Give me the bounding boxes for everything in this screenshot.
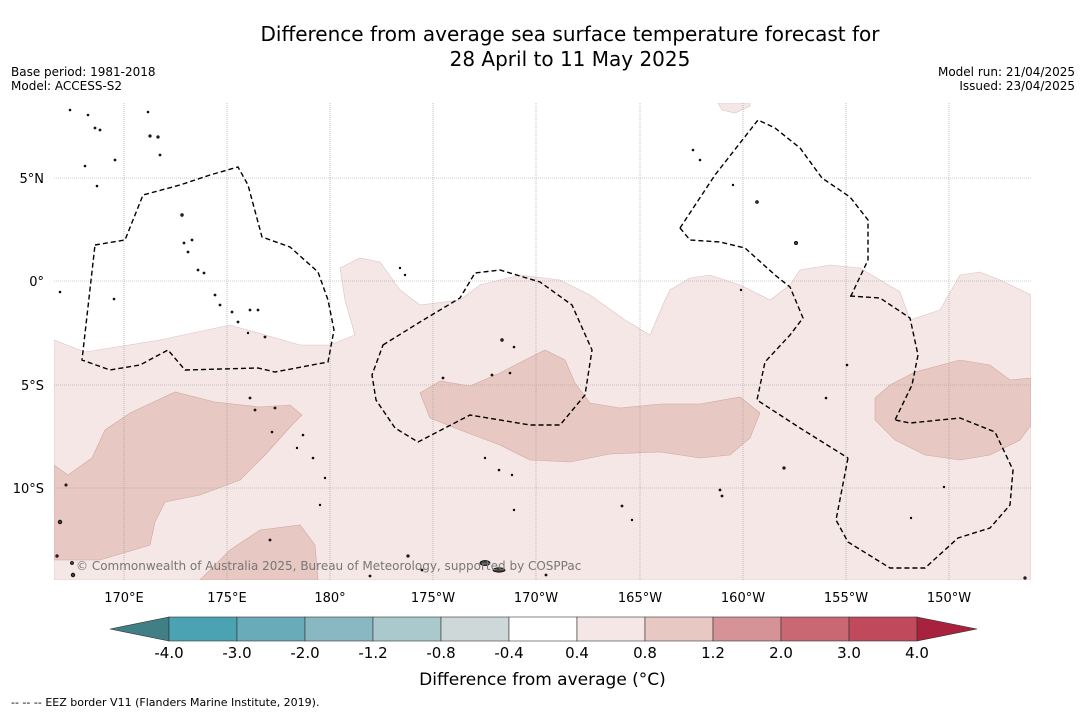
colorbar-tick-label: 4.0 bbox=[905, 644, 929, 662]
eez-border-kiribati-line-inner bbox=[679, 227, 849, 459]
lat-label-5n: 5°N bbox=[20, 172, 45, 187]
eez-legend-symbol: -- -- -- bbox=[11, 696, 42, 709]
lat-label-5s: 5°S bbox=[21, 379, 44, 394]
lon-label-180: 180° bbox=[314, 591, 345, 606]
colorbar-bin bbox=[236, 616, 306, 642]
colorbar-tick-label: 0.8 bbox=[633, 644, 657, 662]
colorbar-over-triangle bbox=[916, 616, 978, 642]
colorbar-tick-label: 1.2 bbox=[701, 644, 725, 662]
eez-border-french-polynesia-south bbox=[835, 417, 1014, 569]
colorbar-bin bbox=[644, 616, 714, 642]
map-title: Difference from average sea surface temp… bbox=[0, 22, 1085, 72]
lon-label-165w: 165°W bbox=[618, 591, 662, 606]
colorbar-tick-label: 0.4 bbox=[565, 644, 589, 662]
map-title-line1: Difference from average sea surface temp… bbox=[260, 22, 880, 46]
colorbar-bin bbox=[712, 616, 782, 642]
issued-date: Issued: 23/04/2025 bbox=[959, 79, 1075, 93]
lat-label-10s: 10°S bbox=[13, 482, 44, 497]
lat-labels: 5°N 0° 5°S 10°S bbox=[13, 172, 44, 497]
lon-label-170e: 170°E bbox=[104, 591, 144, 606]
colorbar-bin bbox=[304, 616, 374, 642]
anomaly-region-moderate-south bbox=[199, 524, 319, 580]
eez-border-kiribati-line bbox=[679, 119, 869, 299]
map-area: © Commonwealth of Australia 2025, Bureau… bbox=[54, 103, 1031, 580]
meta-left: Base period: 1981-2018 Model: ACCESS-S2 bbox=[11, 65, 156, 93]
eez-legend-text: EEZ border V11 (Flanders Marine Institut… bbox=[45, 696, 320, 709]
eez-border-kiribati-gilberts bbox=[81, 166, 335, 373]
copyright-text: © Commonwealth of Australia 2025, Bureau… bbox=[76, 559, 581, 573]
colorbar-under-triangle bbox=[109, 616, 170, 642]
anomaly-region-light-north bbox=[717, 103, 751, 114]
model-run: Model run: 21/04/2025 bbox=[937, 65, 1075, 79]
colorbar-tick-label: 2.0 bbox=[769, 644, 793, 662]
colorbar bbox=[109, 616, 978, 642]
colorbar-title: Difference from average (°C) bbox=[419, 670, 666, 690]
model-name: Model: ACCESS-S2 bbox=[11, 79, 123, 93]
colorbar-bin bbox=[440, 616, 510, 642]
colorbar-bin bbox=[780, 616, 850, 642]
meta-right: Model run: 21/04/2025 Issued: 23/04/2025 bbox=[938, 65, 1075, 93]
colorbar-tick-label: -2.0 bbox=[290, 644, 320, 662]
lon-label-155w: 155°W bbox=[824, 591, 868, 606]
eez-border-tokelau bbox=[371, 269, 593, 443]
footer-legend: -- -- -- EEZ border V11 (Flanders Marine… bbox=[11, 696, 319, 709]
map-title-line2: 28 April to 11 May 2025 bbox=[449, 47, 691, 71]
islands bbox=[55, 108, 1027, 580]
base-period: Base period: 1981-2018 bbox=[11, 65, 156, 79]
gridlines bbox=[54, 103, 1031, 580]
lon-label-160w: 160°W bbox=[721, 591, 765, 606]
colorbar-bin bbox=[848, 616, 918, 642]
colorbar-bin bbox=[372, 616, 442, 642]
colorbar-bin bbox=[168, 616, 238, 642]
colorbar-tick-label: -3.0 bbox=[222, 644, 252, 662]
colorbar-tick-label: -4.0 bbox=[154, 644, 184, 662]
lon-label-150w: 150°W bbox=[927, 591, 971, 606]
lon-label-170w: 170°W bbox=[514, 591, 558, 606]
lon-label-175w: 175°W bbox=[411, 591, 455, 606]
colorbar-tick-label: -0.4 bbox=[494, 644, 524, 662]
colorbar-bin bbox=[576, 616, 646, 642]
colorbar-tick-label: -0.8 bbox=[426, 644, 456, 662]
eez-border-french-polynesia bbox=[849, 295, 919, 421]
colorbar-tick-label: 3.0 bbox=[837, 644, 861, 662]
anomaly-region-moderate-west bbox=[54, 391, 303, 561]
lon-label-175e: 175°E bbox=[207, 591, 247, 606]
eez-borders bbox=[81, 119, 1014, 569]
lon-labels: 170°E 175°E 180° 175°W 170°W 165°W 160°W… bbox=[104, 591, 971, 606]
lat-label-0: 0° bbox=[29, 275, 44, 290]
colorbar-tick-label: -1.2 bbox=[358, 644, 388, 662]
colorbar-bin bbox=[508, 616, 578, 642]
anomaly-region-moderate-central bbox=[419, 349, 761, 463]
